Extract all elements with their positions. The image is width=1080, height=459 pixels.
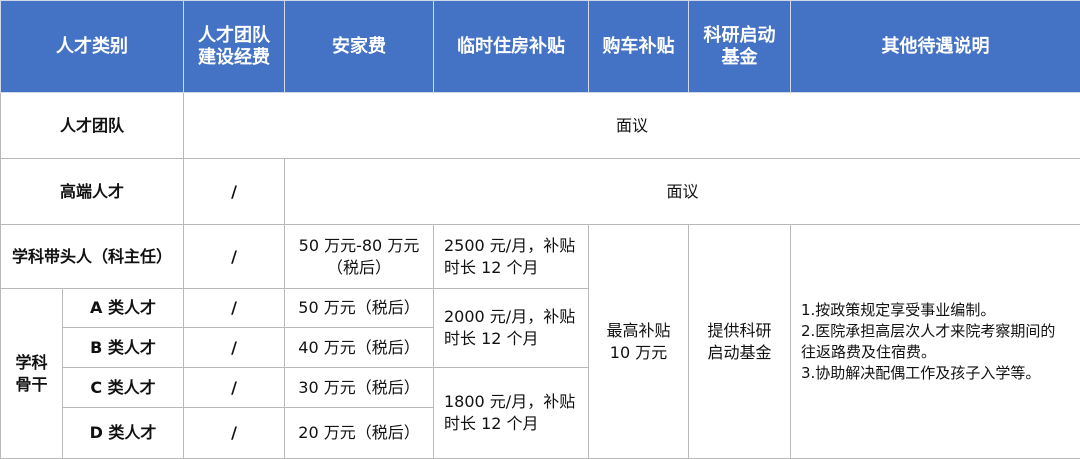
header-row: 人才类别 人才团队 建设经费 安家费 临时住房补贴 购车补贴 科研启动 基金 其…	[1, 1, 1080, 93]
header-car: 购车补贴	[589, 1, 689, 93]
settlement-cell: 30 万元（税后）	[285, 368, 434, 408]
row-label: B 类人才	[63, 328, 184, 368]
housing-cell: 1800 元/月，补贴 时长 12 个月	[434, 368, 589, 459]
header-housing: 临时住房补贴	[434, 1, 589, 93]
car-cell: 最高补贴 10 万元	[589, 225, 689, 459]
settlement-cell: 50 万元（税后）	[285, 289, 434, 328]
table-row: 学科带头人（科主任） / 50 万元-80 万元 （税后） 2500 元/月，补…	[1, 225, 1080, 289]
row-label: D 类人才	[63, 408, 184, 459]
team-funding-cell: /	[184, 408, 285, 459]
team-funding-cell: /	[184, 328, 285, 368]
table-row: 人才团队 面议	[1, 93, 1080, 159]
row-label: 高端人才	[1, 159, 184, 225]
negotiable-cell: 面议	[285, 159, 1080, 225]
housing-cell: 2000 元/月，补贴 时长 12 个月	[434, 289, 589, 368]
header-category: 人才类别	[1, 1, 184, 93]
header-other: 其他待遇说明	[791, 1, 1080, 93]
settlement-cell: 50 万元-80 万元 （税后）	[285, 225, 434, 289]
header-settlement: 安家费	[285, 1, 434, 93]
backbone-label: 学科 骨干	[1, 289, 63, 459]
settlement-cell: 40 万元（税后）	[285, 328, 434, 368]
table-row: 高端人才 / 面议	[1, 159, 1080, 225]
other-notes-cell: 1.按政策规定享受事业编制。 2.医院承担高层次人才来院考察期间的往返路费及住宿…	[791, 225, 1080, 459]
team-funding-cell: /	[184, 368, 285, 408]
team-funding-cell: /	[184, 225, 285, 289]
team-funding-cell: /	[184, 159, 285, 225]
header-team-funding: 人才团队 建设经费	[184, 1, 285, 93]
row-label: 学科带头人（科主任）	[1, 225, 184, 289]
team-funding-cell: /	[184, 289, 285, 328]
negotiable-cell: 面议	[184, 93, 1080, 159]
housing-cell: 2500 元/月，补贴 时长 12 个月	[434, 225, 589, 289]
research-cell: 提供科研 启动基金	[689, 225, 791, 459]
row-label: 人才团队	[1, 93, 184, 159]
header-research: 科研启动 基金	[689, 1, 791, 93]
row-label: C 类人才	[63, 368, 184, 408]
row-label: A 类人才	[63, 289, 184, 328]
settlement-cell: 20 万元（税后）	[285, 408, 434, 459]
